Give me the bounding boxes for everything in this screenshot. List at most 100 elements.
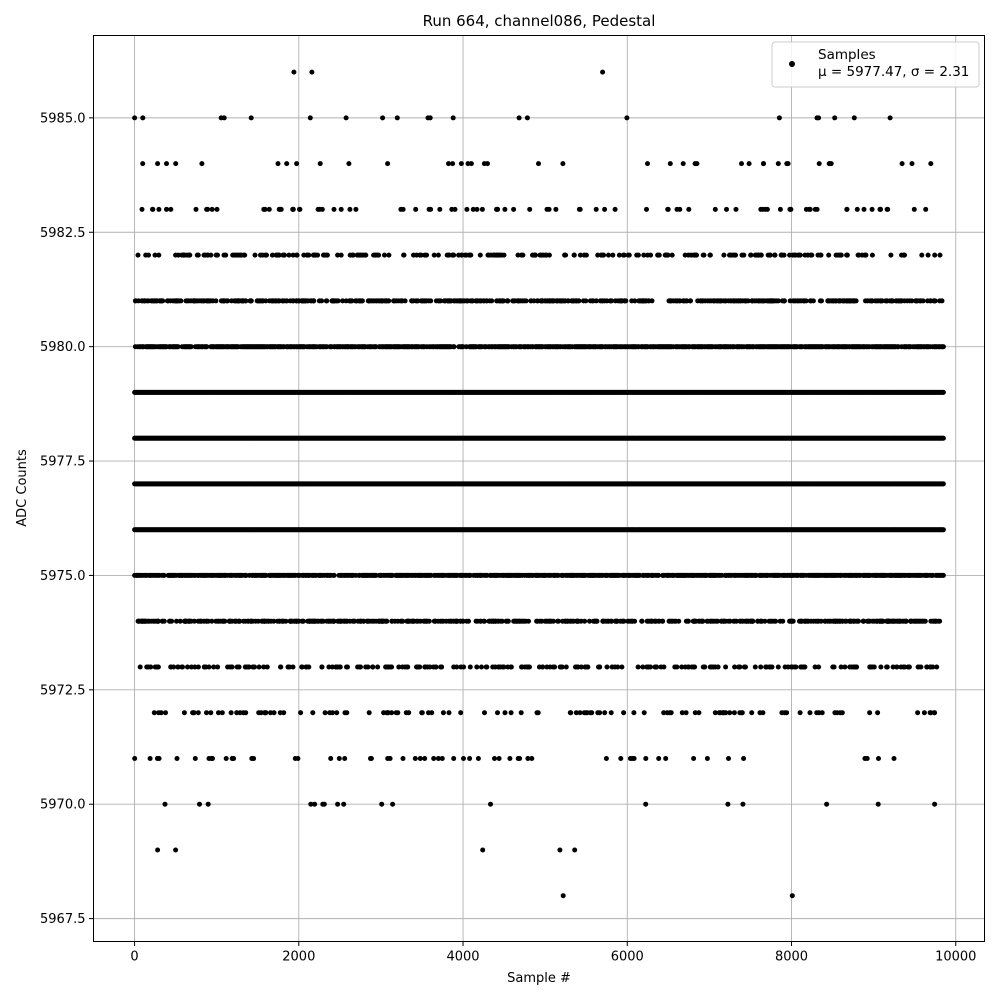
data-point — [681, 298, 686, 304]
data-point — [940, 481, 946, 487]
data-point — [317, 161, 323, 167]
data-point — [693, 252, 699, 258]
data-point — [680, 161, 686, 167]
data-point — [665, 206, 671, 212]
data-point — [602, 206, 608, 212]
data-point — [792, 252, 798, 258]
data-point — [504, 298, 510, 304]
data-point — [593, 206, 599, 212]
data-point — [155, 161, 161, 167]
data-point — [152, 298, 158, 304]
data-point — [748, 252, 754, 258]
data-point — [205, 298, 211, 304]
data-point — [939, 298, 945, 304]
data-point — [242, 298, 248, 304]
data-point — [869, 252, 875, 258]
data-point — [624, 115, 630, 121]
data-point — [745, 298, 751, 304]
data-point — [494, 206, 500, 212]
data-point — [175, 344, 181, 350]
data-point — [485, 161, 490, 167]
data-point — [275, 161, 281, 167]
data-point — [705, 298, 710, 304]
data-point — [913, 298, 919, 304]
data-point — [612, 206, 618, 212]
data-point — [837, 298, 842, 304]
data-point — [565, 298, 571, 304]
data-point — [221, 115, 227, 121]
data-point — [315, 206, 321, 212]
data-point — [470, 206, 476, 212]
data-point — [707, 252, 713, 258]
data-point — [514, 298, 520, 304]
data-point — [712, 206, 718, 212]
data-point — [878, 298, 884, 304]
data-point — [436, 298, 442, 304]
data-point — [816, 161, 822, 167]
data-point — [446, 161, 451, 167]
data-point — [290, 252, 296, 258]
data-point — [781, 252, 787, 258]
data-point — [399, 298, 405, 304]
data-point — [700, 252, 706, 258]
data-point — [844, 252, 850, 258]
data-point — [353, 206, 359, 212]
data-point — [767, 252, 773, 258]
data-point — [157, 298, 163, 304]
data-point — [464, 298, 470, 304]
data-point — [928, 298, 933, 304]
data-point — [883, 298, 889, 304]
data-point — [772, 252, 778, 258]
data-point — [435, 252, 441, 258]
data-point — [156, 206, 162, 212]
data-point — [940, 389, 946, 395]
data-point — [400, 206, 406, 212]
data-point — [546, 252, 552, 258]
data-point — [359, 298, 365, 304]
data-point — [360, 252, 366, 258]
data-point — [319, 206, 325, 212]
data-point — [294, 252, 300, 258]
data-points — [132, 69, 946, 899]
data-point — [805, 252, 811, 258]
data-point — [287, 298, 293, 304]
data-point — [758, 252, 764, 258]
data-point — [275, 298, 281, 304]
data-point — [194, 252, 200, 258]
data-point — [842, 298, 847, 304]
data-point — [524, 115, 530, 121]
data-point — [577, 252, 583, 258]
data-point — [422, 252, 428, 258]
data-point — [686, 206, 692, 212]
data-point — [214, 206, 220, 212]
data-point — [622, 298, 628, 304]
data-point — [290, 206, 296, 212]
data-point — [164, 206, 169, 212]
data-point — [700, 298, 706, 304]
data-point — [528, 298, 534, 304]
data-point — [164, 161, 169, 167]
data-point — [516, 115, 522, 121]
data-point — [382, 252, 387, 258]
data-point — [832, 115, 838, 121]
data-point — [252, 252, 258, 258]
data-point — [562, 252, 568, 258]
data-point — [302, 298, 308, 304]
data-point — [901, 252, 907, 258]
data-point — [324, 252, 330, 258]
data-point — [276, 252, 282, 258]
data-point — [392, 298, 398, 304]
data-point — [446, 298, 452, 304]
data-point — [316, 298, 322, 304]
data-point — [168, 206, 174, 212]
data-point — [315, 252, 321, 258]
data-point — [338, 252, 344, 258]
data-point — [641, 252, 647, 258]
data-point — [899, 161, 905, 167]
data-point — [894, 298, 900, 304]
data-point — [632, 298, 638, 304]
data-point — [560, 161, 566, 167]
data-point — [511, 206, 517, 212]
data-point — [469, 298, 475, 304]
data-point — [248, 298, 254, 304]
